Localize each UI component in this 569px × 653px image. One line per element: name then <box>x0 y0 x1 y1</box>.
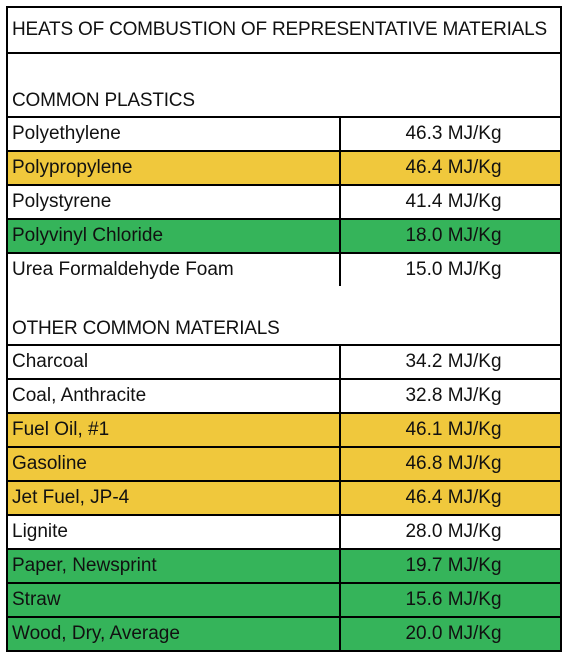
heat-value: 28.0 MJ/Kg <box>405 521 502 542</box>
material-name: Fuel Oil, #1 <box>8 414 341 446</box>
section-rows-other-common-materials: Charcoal 34.2 MJ/Kg Coal, Anthracite 32.… <box>8 346 560 650</box>
table-row: Straw 15.6 MJ/Kg <box>8 584 560 618</box>
section-heading-other-common-materials: OTHER COMMON MATERIALS <box>8 286 560 346</box>
table-row: Jet Fuel, JP-4 46.4 MJ/Kg <box>8 482 560 516</box>
material-name: Lignite <box>8 516 341 548</box>
heat-value: 46.8 MJ/Kg <box>405 453 502 474</box>
table-title: HEATS OF COMBUSTION OF REPRESENTATIVE MA… <box>8 8 560 54</box>
heat-value: 46.1 MJ/Kg <box>405 419 502 440</box>
section-rows-common-plastics: Polyethylene 46.3 MJ/Kg Polypropylene 46… <box>8 118 560 286</box>
material-name: Gasoline <box>8 448 341 480</box>
material-name: Wood, Dry, Average <box>8 618 341 650</box>
heat-value: 41.4 MJ/Kg <box>405 191 502 212</box>
table-row: Coal, Anthracite 32.8 MJ/Kg <box>8 380 560 414</box>
material-name: Charcoal <box>8 346 341 378</box>
table-row: Paper, Newsprint 19.7 MJ/Kg <box>8 550 560 584</box>
table-row: Polyvinyl Chloride 18.0 MJ/Kg <box>8 220 560 254</box>
heat-value: 46.4 MJ/Kg <box>405 487 502 508</box>
material-name: Polystyrene <box>8 186 341 218</box>
heat-value: 34.2 MJ/Kg <box>405 351 502 372</box>
heats-of-combustion-table: HEATS OF COMBUSTION OF REPRESENTATIVE MA… <box>6 6 562 652</box>
table-row: Fuel Oil, #1 46.1 MJ/Kg <box>8 414 560 448</box>
material-name: Coal, Anthracite <box>8 380 341 412</box>
table-row: Polypropylene 46.4 MJ/Kg <box>8 152 560 186</box>
table-row: Polyethylene 46.3 MJ/Kg <box>8 118 560 152</box>
table-row: Charcoal 34.2 MJ/Kg <box>8 346 560 380</box>
material-name: Polypropylene <box>8 152 341 184</box>
heat-value: 32.8 MJ/Kg <box>405 385 502 406</box>
material-name: Urea Formaldehyde Foam <box>8 254 341 286</box>
heat-value: 18.0 MJ/Kg <box>405 225 502 246</box>
heat-value: 19.7 MJ/Kg <box>405 555 502 576</box>
table-row: Polystyrene 41.4 MJ/Kg <box>8 186 560 220</box>
heat-value: 15.0 MJ/Kg <box>405 259 502 280</box>
table-row: Urea Formaldehyde Foam 15.0 MJ/Kg <box>8 254 560 286</box>
material-name: Straw <box>8 584 341 616</box>
table-row: Lignite 28.0 MJ/Kg <box>8 516 560 550</box>
heat-value: 15.6 MJ/Kg <box>405 589 502 610</box>
table-row: Wood, Dry, Average 20.0 MJ/Kg <box>8 618 560 650</box>
heat-value: 46.3 MJ/Kg <box>405 123 502 144</box>
heat-value: 46.4 MJ/Kg <box>405 157 502 178</box>
section-heading-common-plastics: COMMON PLASTICS <box>8 54 560 118</box>
material-name: Polyethylene <box>8 118 341 150</box>
material-name: Paper, Newsprint <box>8 550 341 582</box>
material-name: Polyvinyl Chloride <box>8 220 341 252</box>
material-name: Jet Fuel, JP-4 <box>8 482 341 514</box>
table-row: Gasoline 46.8 MJ/Kg <box>8 448 560 482</box>
heat-value: 20.0 MJ/Kg <box>405 623 502 644</box>
